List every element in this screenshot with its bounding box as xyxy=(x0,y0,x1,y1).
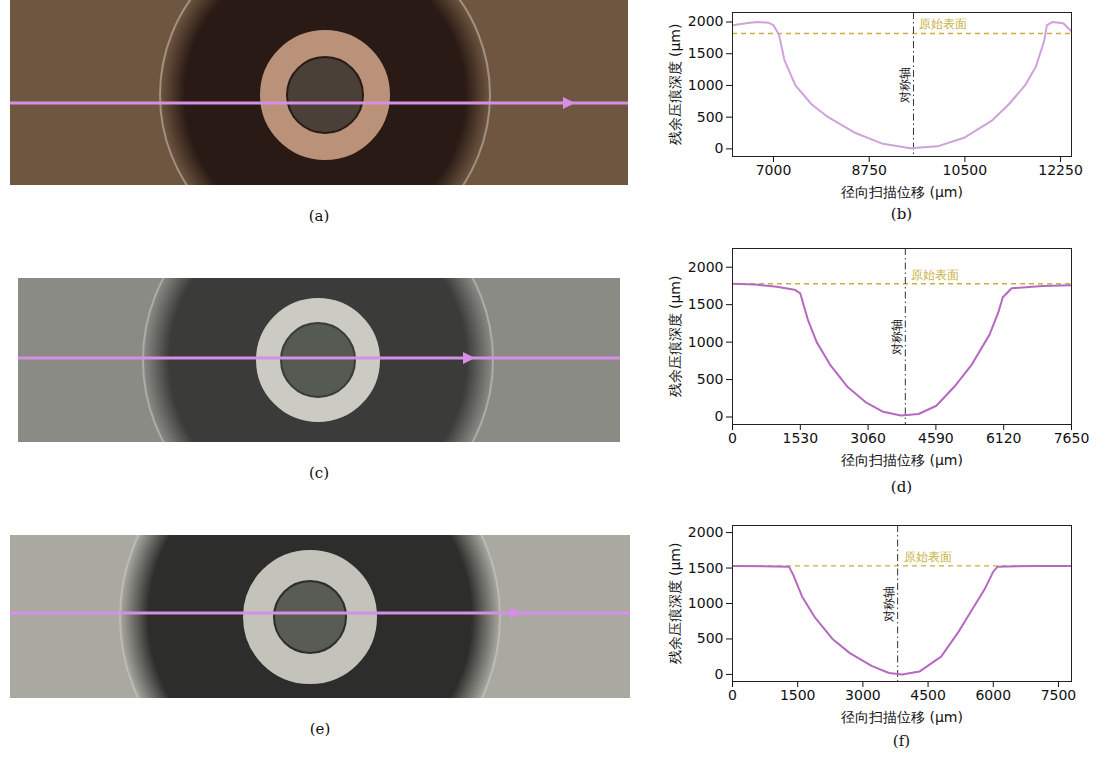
svg-text:径向扫描位移 (μm): 径向扫描位移 (μm) xyxy=(841,184,963,200)
html-text:(a): (a) xyxy=(308,207,330,225)
svg-text:7500: 7500 xyxy=(1041,687,1077,703)
svg-text:0: 0 xyxy=(715,408,724,424)
svg-text:8750: 8750 xyxy=(851,162,887,178)
svg-text:6120: 6120 xyxy=(986,430,1022,446)
svg-text:7000: 7000 xyxy=(756,162,792,178)
svg-text:对称轴: 对称轴 xyxy=(890,319,904,355)
svg-text:0: 0 xyxy=(715,140,724,156)
svg-text:6000: 6000 xyxy=(975,687,1011,703)
svg-text:残余压痕深度 (μm): 残余压痕深度 (μm) xyxy=(667,543,683,665)
svg-text:对称轴: 对称轴 xyxy=(882,586,896,622)
svg-text:径向扫描位移 (μm): 径向扫描位移 (μm) xyxy=(841,452,963,468)
html-text:(b): (b) xyxy=(890,205,913,223)
html-text:(e): (e) xyxy=(309,720,331,738)
svg-text:10500: 10500 xyxy=(943,162,988,178)
svg-text:4500: 4500 xyxy=(910,687,946,703)
svg-text:3060: 3060 xyxy=(850,430,886,446)
svg-text:残余压痕深度 (μm): 残余压痕深度 (μm) xyxy=(667,24,683,146)
svg-text:0: 0 xyxy=(728,687,737,703)
svg-text:7650: 7650 xyxy=(1054,430,1090,446)
svg-text:残余压痕深度 (μm): 残余压痕深度 (μm) xyxy=(667,276,683,398)
svg-text:1000: 1000 xyxy=(688,334,724,350)
svg-text:0: 0 xyxy=(715,666,724,682)
svg-text:1500: 1500 xyxy=(780,687,816,703)
html-text:(c): (c) xyxy=(308,464,329,482)
svg-text:0: 0 xyxy=(728,430,737,446)
svg-text:3000: 3000 xyxy=(845,687,881,703)
svg-text:1500: 1500 xyxy=(688,560,724,576)
svg-text:500: 500 xyxy=(697,630,724,646)
svg-text:500: 500 xyxy=(697,371,724,387)
html-text:(f): (f) xyxy=(892,732,911,750)
svg-text:1530: 1530 xyxy=(782,430,818,446)
svg-text:500: 500 xyxy=(697,109,724,125)
svg-text:原始表面: 原始表面 xyxy=(911,268,959,282)
svg-text:4590: 4590 xyxy=(918,430,954,446)
svg-text:2000: 2000 xyxy=(688,13,724,29)
svg-text:对称轴: 对称轴 xyxy=(898,67,912,103)
svg-text:原始表面: 原始表面 xyxy=(904,550,952,564)
svg-text:1000: 1000 xyxy=(688,595,724,611)
svg-text:2000: 2000 xyxy=(688,524,724,540)
svg-text:2000: 2000 xyxy=(688,259,724,275)
svg-text:原始表面: 原始表面 xyxy=(919,17,967,31)
svg-text:1500: 1500 xyxy=(688,296,724,312)
html-text:(d): (d) xyxy=(890,478,913,496)
svg-text:径向扫描位移 (μm): 径向扫描位移 (μm) xyxy=(841,709,963,725)
svg-text:1000: 1000 xyxy=(688,77,724,93)
svg-text:1500: 1500 xyxy=(688,45,724,61)
svg-text:12250: 12250 xyxy=(1038,162,1083,178)
